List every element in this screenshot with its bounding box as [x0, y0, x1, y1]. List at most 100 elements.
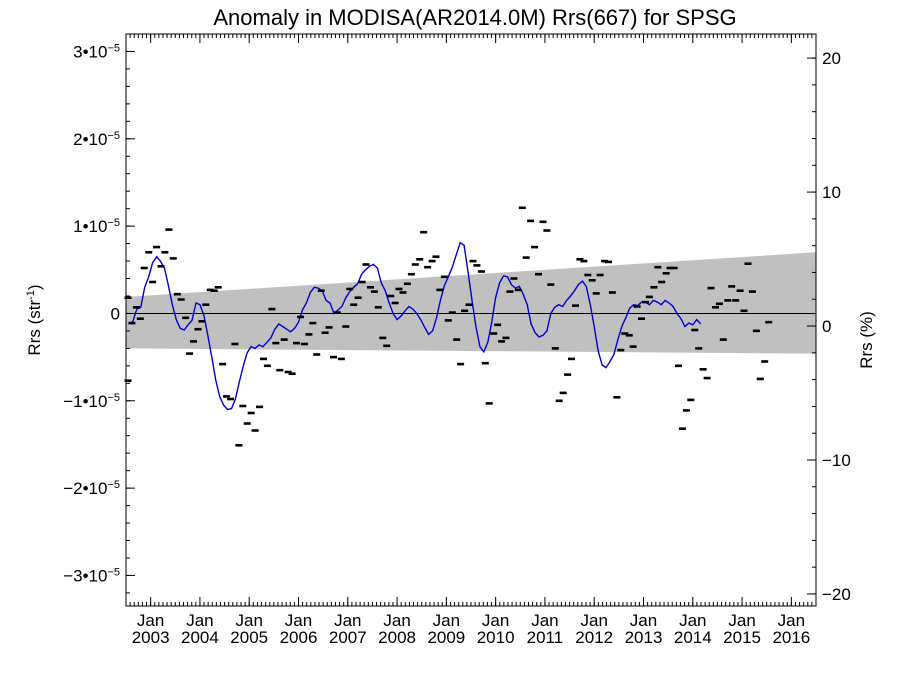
- x-tick-year: 2016: [772, 628, 810, 647]
- data-point: [260, 357, 267, 361]
- data-point: [728, 285, 736, 288]
- data-point: [756, 377, 764, 381]
- data-point: [752, 329, 760, 333]
- x-tick-year: 2015: [723, 628, 761, 647]
- x-tick-month: Jan: [433, 611, 460, 630]
- x-tick-year: 2004: [181, 628, 219, 647]
- right-tick-label: 20: [822, 49, 841, 68]
- data-point: [391, 301, 399, 305]
- data-point: [699, 368, 707, 371]
- uncertainty-band: [126, 252, 816, 354]
- x-tick-year: 2010: [477, 628, 515, 647]
- data-point: [584, 273, 592, 277]
- data-point: [531, 245, 539, 249]
- data-point: [243, 422, 251, 425]
- data-point: [251, 429, 259, 432]
- data-point: [518, 206, 526, 210]
- data-point: [354, 296, 362, 299]
- data-point: [272, 341, 280, 345]
- data-point: [576, 258, 584, 261]
- data-point: [642, 300, 649, 304]
- data-point: [547, 283, 555, 286]
- data-point: [186, 352, 194, 355]
- data-point: [469, 259, 477, 263]
- data-point: [383, 344, 391, 348]
- data-point: [256, 405, 264, 409]
- data-point: [293, 341, 300, 345]
- data-point: [305, 333, 313, 336]
- data-point: [662, 272, 670, 275]
- x-tick-year: 2012: [575, 628, 613, 647]
- data-point: [568, 357, 575, 361]
- data-point: [149, 280, 157, 284]
- data-point: [629, 345, 637, 348]
- data-point: [691, 328, 699, 332]
- x-tick-year: 2009: [427, 628, 465, 647]
- data-point: [235, 444, 243, 447]
- data-point: [165, 228, 173, 231]
- data-point: [177, 298, 185, 301]
- data-point: [592, 292, 600, 295]
- data-point: [633, 305, 641, 308]
- data-point: [276, 368, 284, 372]
- data-point: [136, 317, 144, 320]
- data-point: [682, 409, 690, 412]
- data-point: [411, 263, 419, 266]
- left-tick-label: −2•10−5: [63, 479, 120, 498]
- x-tick-year: 2013: [625, 628, 663, 647]
- x-tick-month: Jan: [679, 611, 706, 630]
- y-axis-label-right: Rrs (%): [857, 311, 876, 369]
- left-tick-label: −3•10−5: [63, 566, 120, 585]
- data-point: [765, 320, 773, 324]
- data-point: [374, 306, 382, 309]
- data-point: [748, 290, 756, 293]
- data-point: [198, 320, 206, 323]
- data-point: [551, 347, 559, 350]
- data-point: [313, 353, 321, 356]
- data-point: [407, 272, 415, 276]
- data-point: [231, 342, 239, 346]
- data-point: [214, 286, 222, 289]
- data-point: [448, 311, 456, 314]
- left-tick-label: 2•10−5: [73, 130, 120, 149]
- x-tick-month: Jan: [482, 611, 509, 630]
- x-tick-year: 2007: [329, 628, 367, 647]
- data-point: [490, 332, 498, 335]
- right-tick-label: 0: [822, 317, 831, 336]
- smooth-series-line: [128, 241, 702, 411]
- data-point: [403, 282, 411, 286]
- left-y-axis: 3•10−5 2•10−5 1•10−5 0 −1•10−5 −2•10−5 −3•10−5: [63, 42, 135, 594]
- data-point: [247, 411, 255, 415]
- data-point: [555, 399, 563, 403]
- data-point: [124, 379, 132, 382]
- x-tick-month: Jan: [581, 611, 608, 630]
- x-tick-year: 2011: [527, 628, 564, 647]
- x-tick-month: Jan: [236, 611, 263, 630]
- data-point: [608, 291, 616, 294]
- data-point: [268, 307, 276, 311]
- data-point: [424, 265, 432, 269]
- data-point: [601, 259, 609, 263]
- right-tick-label: 10: [822, 183, 841, 202]
- left-tick-label: 3•10−5: [73, 42, 120, 61]
- data-point: [182, 316, 190, 320]
- chart-title: Anomaly in MODISA(AR2014.0M) Rrs(667) fo…: [213, 5, 736, 30]
- left-tick-label: −1•10−5: [63, 392, 120, 411]
- data-point: [362, 263, 370, 266]
- uncertainty-band-layer: [126, 252, 816, 354]
- data-point: [572, 304, 579, 307]
- data-point: [654, 265, 662, 269]
- data-point: [428, 259, 436, 263]
- data-point: [190, 340, 197, 343]
- left-tick-label: 1•10−5: [73, 217, 120, 236]
- x-tick-year: 2006: [280, 628, 318, 647]
- data-point: [596, 273, 604, 277]
- data-point: [288, 372, 296, 375]
- data-point: [309, 321, 317, 325]
- data-point: [613, 396, 621, 399]
- data-point: [695, 347, 703, 350]
- data-point: [367, 286, 374, 289]
- smooth-line-layer: [128, 241, 702, 411]
- data-point: [650, 286, 658, 289]
